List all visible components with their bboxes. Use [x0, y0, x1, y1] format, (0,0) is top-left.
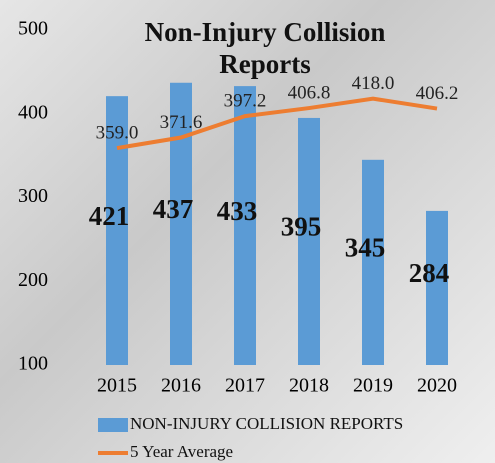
bar: [362, 159, 384, 365]
y-tick-label: 500: [18, 18, 48, 40]
line-value-label: 371.6: [160, 112, 203, 133]
average-line: [116, 96, 438, 151]
y-tick-label: 100: [18, 353, 48, 375]
bar: [234, 86, 256, 366]
legend-label: NON-INJURY COLLISION REPORTS: [130, 414, 403, 433]
line-value-label: 406.8: [288, 82, 331, 103]
x-tick-label: 2015: [97, 375, 137, 397]
bar-value-label: 421: [89, 201, 130, 231]
chart-title: Non-Injury Collision Reports: [144, 17, 386, 79]
line-value-label: 359.0: [96, 122, 139, 143]
y-tick-label: 200: [18, 269, 48, 291]
line-value-label: 418.0: [352, 73, 395, 94]
bar-value-label: 395: [281, 212, 322, 242]
x-tick-label: 2017: [225, 375, 265, 397]
bar: [298, 117, 320, 365]
x-tick-label: 2016: [161, 375, 201, 397]
x-tick-label: 2019: [353, 375, 393, 397]
bar-value-label: 437: [153, 194, 194, 224]
x-tick-label: 2020: [417, 375, 457, 397]
bar-value-label: 284: [409, 258, 450, 288]
legend-swatch: [98, 418, 128, 432]
y-tick-label: 400: [18, 101, 48, 123]
bar: [106, 96, 128, 365]
x-tick-label: 2018: [289, 375, 329, 397]
y-tick-label: 300: [18, 185, 48, 207]
bar: [170, 82, 192, 365]
bar-value-label: 345: [345, 233, 386, 263]
bar: [426, 210, 448, 365]
bar-value-label: 433: [217, 196, 258, 226]
legend-label: 5 Year Average: [130, 442, 233, 461]
line-value-label: 406.2: [416, 83, 459, 104]
line-value-label: 397.2: [224, 90, 267, 111]
